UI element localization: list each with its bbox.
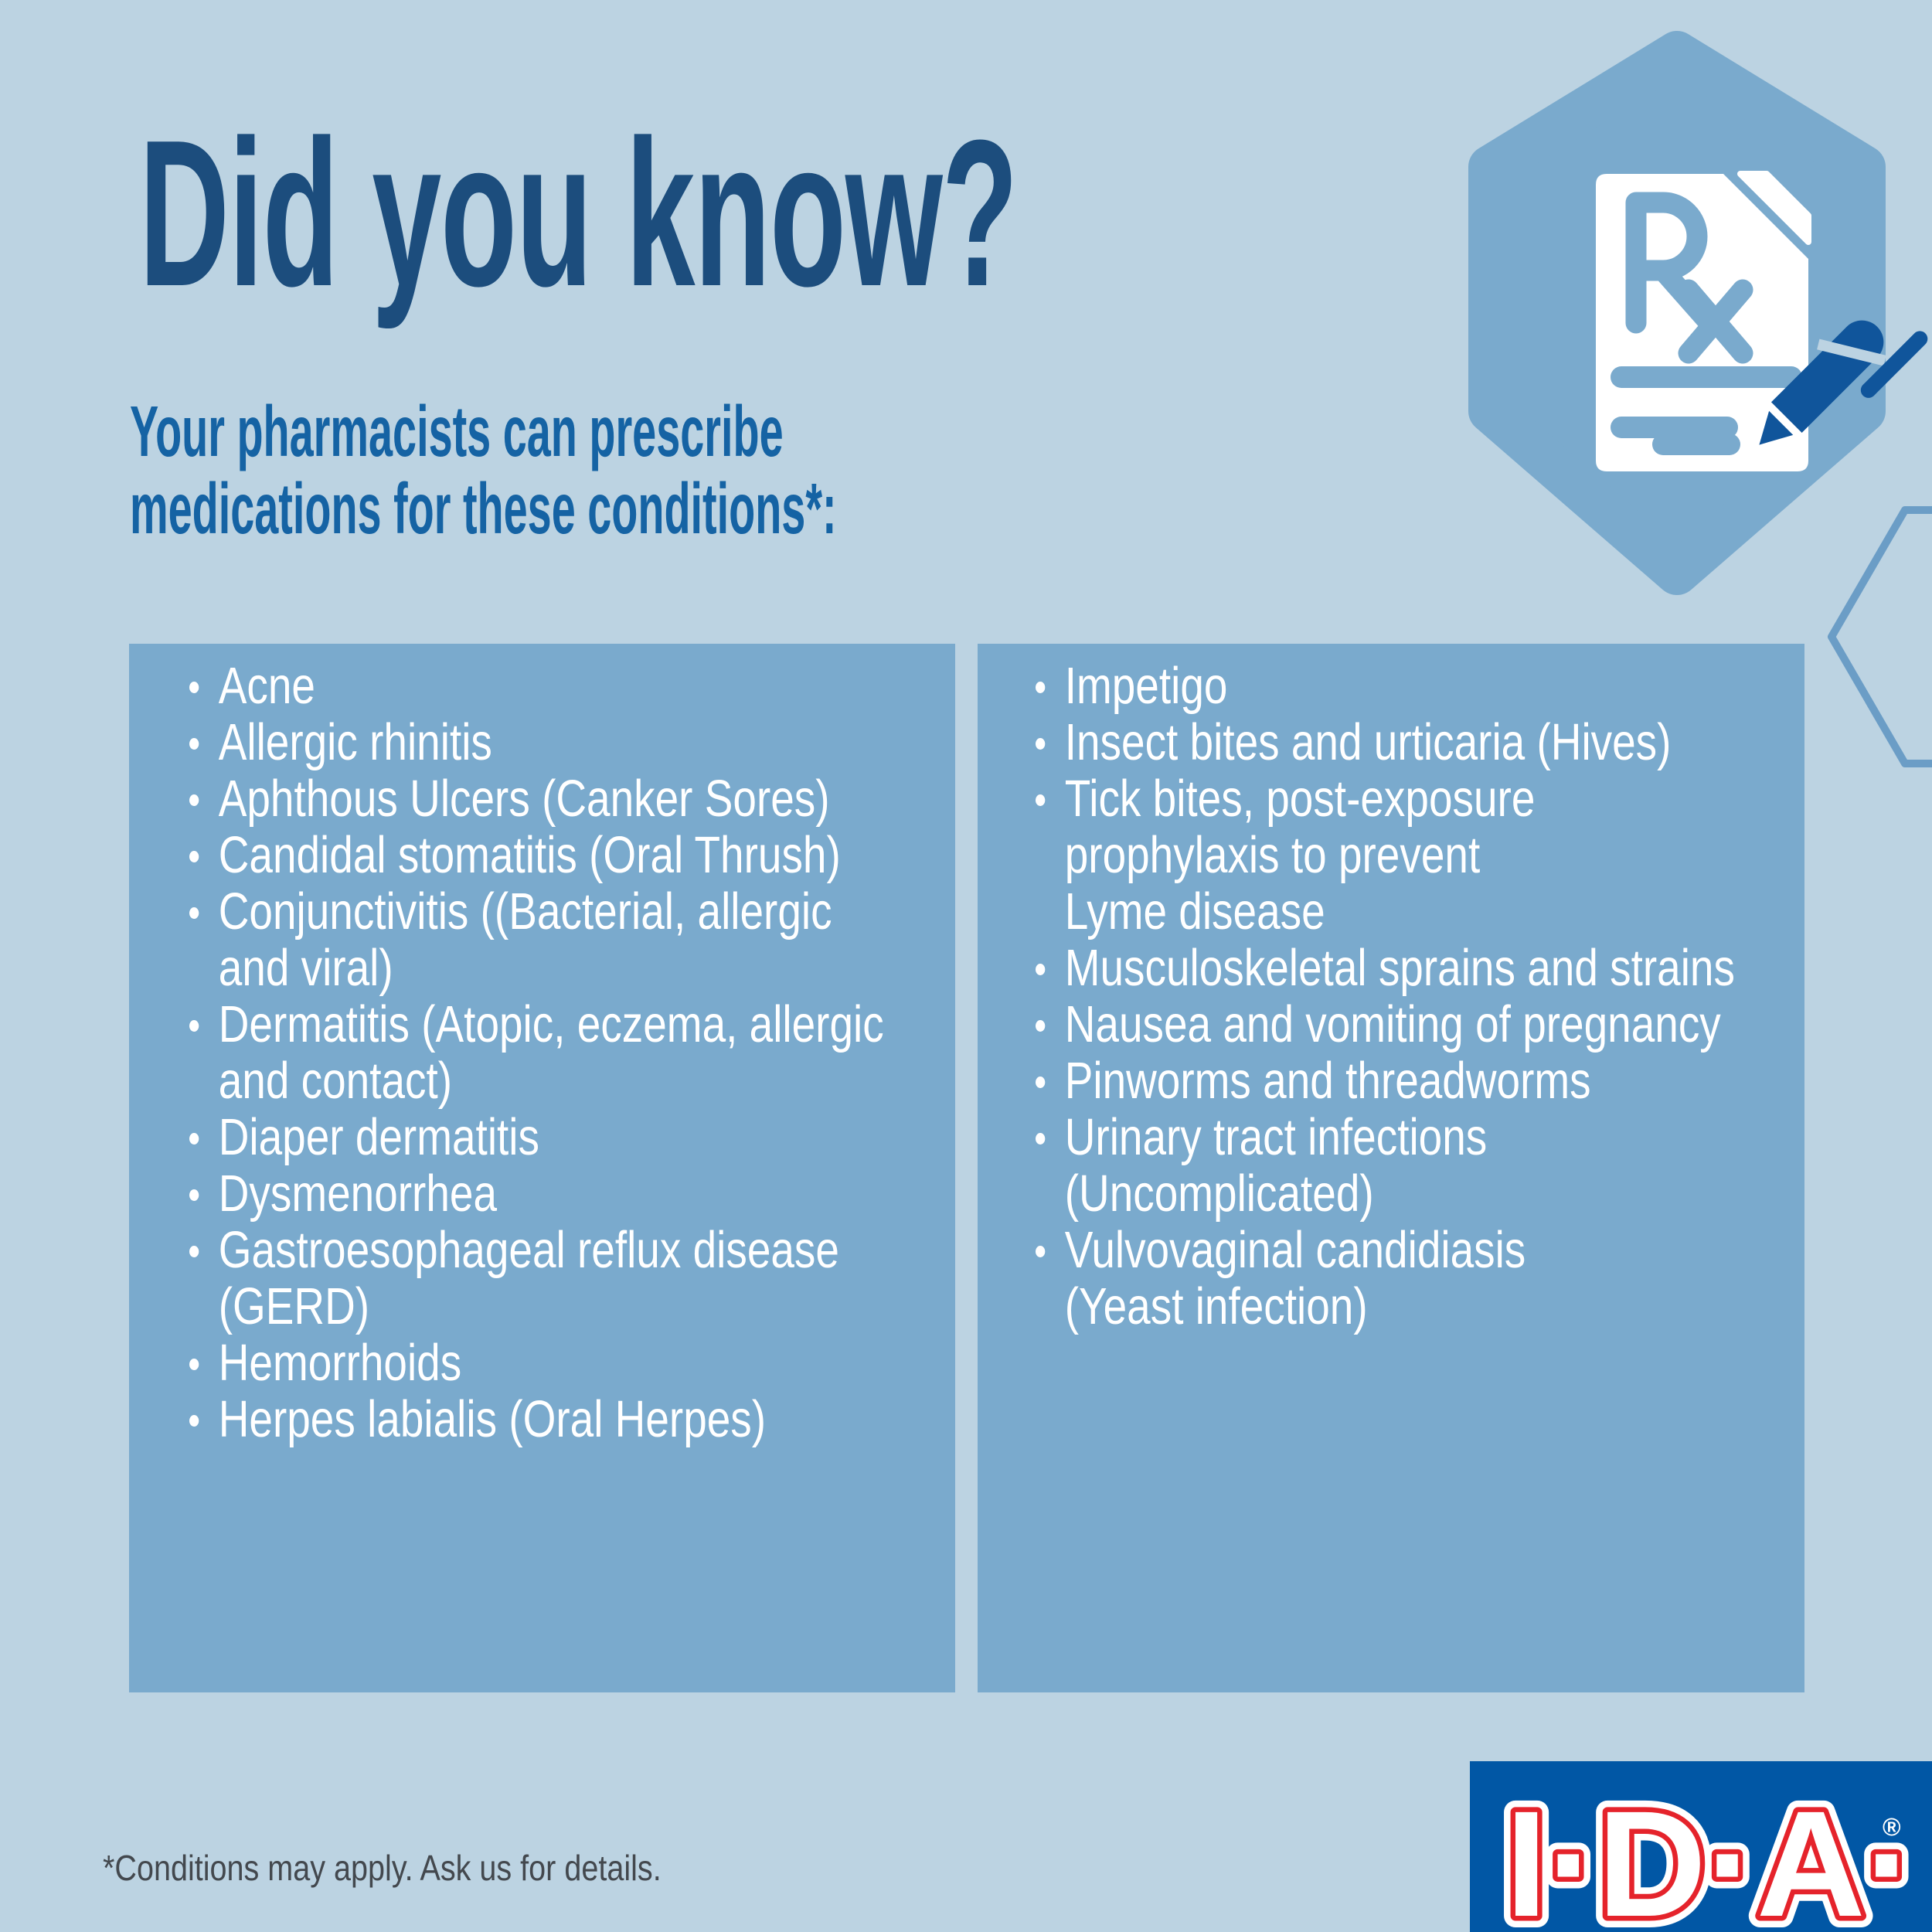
list-item: Aphthous Ulcers (Canker Sores) <box>189 770 884 827</box>
rx-symbol <box>1625 192 1753 364</box>
document-fold-corner <box>1737 171 1811 245</box>
condition-text: Conjunctivitis ((Bacterial, allergic <box>218 883 832 940</box>
page-subtitle: Your pharmacists can prescribe medicatio… <box>130 393 837 547</box>
bullet-icon <box>1036 1133 1046 1145</box>
bullet-icon <box>1036 1077 1046 1088</box>
list-item: Impetigo <box>1036 658 1735 714</box>
conditions-list-right: Impetigo Insect bites and urticaria (Hive… <box>1036 658 1735 1335</box>
list-item: Tick bites, post-exposure <box>1036 770 1735 827</box>
bullet-icon <box>189 1020 199 1032</box>
bullet-icon <box>189 738 199 750</box>
subtitle-line-2: medications for these conditions*: <box>130 468 837 549</box>
condition-text: Musculoskeletal sprains and strains <box>1064 939 1735 997</box>
list-item-continuation: and contact) <box>189 1053 884 1109</box>
page-title: Did you know? <box>139 97 1019 330</box>
bullet-icon <box>189 1246 199 1257</box>
condition-text: and viral) <box>218 939 393 997</box>
conditions-panel-left <box>129 644 955 1692</box>
ida-logo-background <box>1470 1761 1932 1932</box>
condition-text: Tick bites, post-exposure <box>1064 770 1536 828</box>
bullet-icon <box>189 1415 199 1427</box>
condition-text: Gastroesophageal reflux disease <box>218 1221 839 1279</box>
disclaimer-text: *Conditions may apply. Ask us for detail… <box>103 1848 662 1888</box>
hexagon-outline-icon <box>1828 506 1932 767</box>
bullet-icon <box>189 851 199 862</box>
conditions-panel-right <box>978 644 1804 1692</box>
ida-logo-halo: I·D·A· <box>1505 1780 1916 1932</box>
bullet-icon <box>189 1133 199 1145</box>
list-item: Pinworms and threadworms <box>1036 1053 1735 1109</box>
condition-text: Insect bites and urticaria (Hives) <box>1064 713 1672 771</box>
condition-text: Nausea and vomiting of pregnancy <box>1064 995 1721 1053</box>
list-item-continuation: (Yeast infection) <box>1036 1278 1735 1335</box>
list-item-continuation: (Uncomplicated) <box>1036 1165 1735 1222</box>
bullet-icon <box>189 794 199 806</box>
condition-text: prophylaxis to prevent <box>1064 826 1481 884</box>
condition-text: Allergic rhinitis <box>218 713 492 771</box>
bullet-icon <box>1036 738 1046 750</box>
list-item: Dysmenorrhea <box>189 1165 884 1222</box>
document-sheet <box>1596 174 1808 471</box>
list-item-continuation: (GERD) <box>189 1278 884 1335</box>
condition-text: (Yeast infection) <box>1064 1277 1368 1335</box>
list-item: Urinary tract infections <box>1036 1109 1735 1165</box>
list-item: Allergic rhinitis <box>189 714 884 770</box>
condition-text: Impetigo <box>1064 657 1228 715</box>
list-item-continuation: and viral) <box>189 940 884 996</box>
ida-logo-text: I·D·A· <box>1505 1780 1916 1932</box>
list-item-continuation: Lyme disease <box>1036 883 1735 940</box>
list-item: Gastroesophageal reflux disease <box>189 1222 884 1278</box>
bullet-icon <box>1036 794 1046 806</box>
subtitle-line-1: Your pharmacists can prescribe <box>130 391 784 471</box>
bullet-icon <box>189 907 199 919</box>
condition-text: Acne <box>218 657 315 715</box>
condition-text: Hemorrhoids <box>218 1334 462 1392</box>
document-text-lines <box>1611 366 1802 455</box>
list-item: Diaper dermatitis <box>189 1109 884 1165</box>
condition-text: and contact) <box>218 1052 453 1110</box>
condition-text: Lyme disease <box>1064 883 1325 940</box>
bullet-icon <box>1036 964 1046 975</box>
bullet-icon <box>189 1189 199 1201</box>
bullet-icon <box>1036 1246 1046 1257</box>
condition-text: Herpes labialis (Oral Herpes) <box>218 1390 767 1448</box>
condition-text: Urinary tract infections <box>1064 1108 1488 1166</box>
list-item: Acne <box>189 658 884 714</box>
bullet-icon <box>189 682 199 693</box>
condition-text: Aphthous Ulcers (Canker Sores) <box>218 770 830 828</box>
condition-text: Dermatitis (Atopic, eczema, allergic <box>218 995 884 1053</box>
registered-trademark-icon: ® <box>1883 1813 1901 1841</box>
list-item-continuation: prophylaxis to prevent <box>1036 827 1735 883</box>
list-item: Hemorrhoids <box>189 1335 884 1391</box>
condition-text: Candidal stomatitis (Oral Thrush) <box>218 826 841 884</box>
list-item: Musculoskeletal sprains and strains <box>1036 940 1735 996</box>
list-item: Dermatitis (Atopic, eczema, allergic <box>189 996 884 1053</box>
ida-logo: I·D·A· I·D·A· ® <box>1470 1761 1932 1932</box>
list-item: Vulvovaginal candidiasis <box>1036 1222 1735 1278</box>
list-item: Insect bites and urticaria (Hives) <box>1036 714 1735 770</box>
condition-text: Pinworms and threadworms <box>1064 1052 1591 1110</box>
list-item: Conjunctivitis ((Bacterial, allergic <box>189 883 884 940</box>
pen-icon <box>1759 320 1928 445</box>
condition-text: (GERD) <box>218 1277 370 1335</box>
condition-text: Dysmenorrhea <box>218 1165 498 1223</box>
bullet-icon <box>1036 682 1046 693</box>
list-item: Herpes labialis (Oral Herpes) <box>189 1391 884 1447</box>
conditions-list-left: Acne Allergic rhinitis Aphthous Ulcers (Ca… <box>189 658 884 1447</box>
bullet-icon <box>1036 1020 1046 1032</box>
list-item: Nausea and vomiting of pregnancy <box>1036 996 1735 1053</box>
condition-text: Vulvovaginal candidiasis <box>1064 1221 1526 1279</box>
condition-text: Diaper dermatitis <box>218 1108 539 1166</box>
list-item: Candidal stomatitis (Oral Thrush) <box>189 827 884 883</box>
prescription-document-icon <box>1596 171 1928 471</box>
condition-text: (Uncomplicated) <box>1064 1165 1374 1223</box>
hexagon-badge <box>1468 31 1886 595</box>
bullet-icon <box>189 1359 199 1370</box>
